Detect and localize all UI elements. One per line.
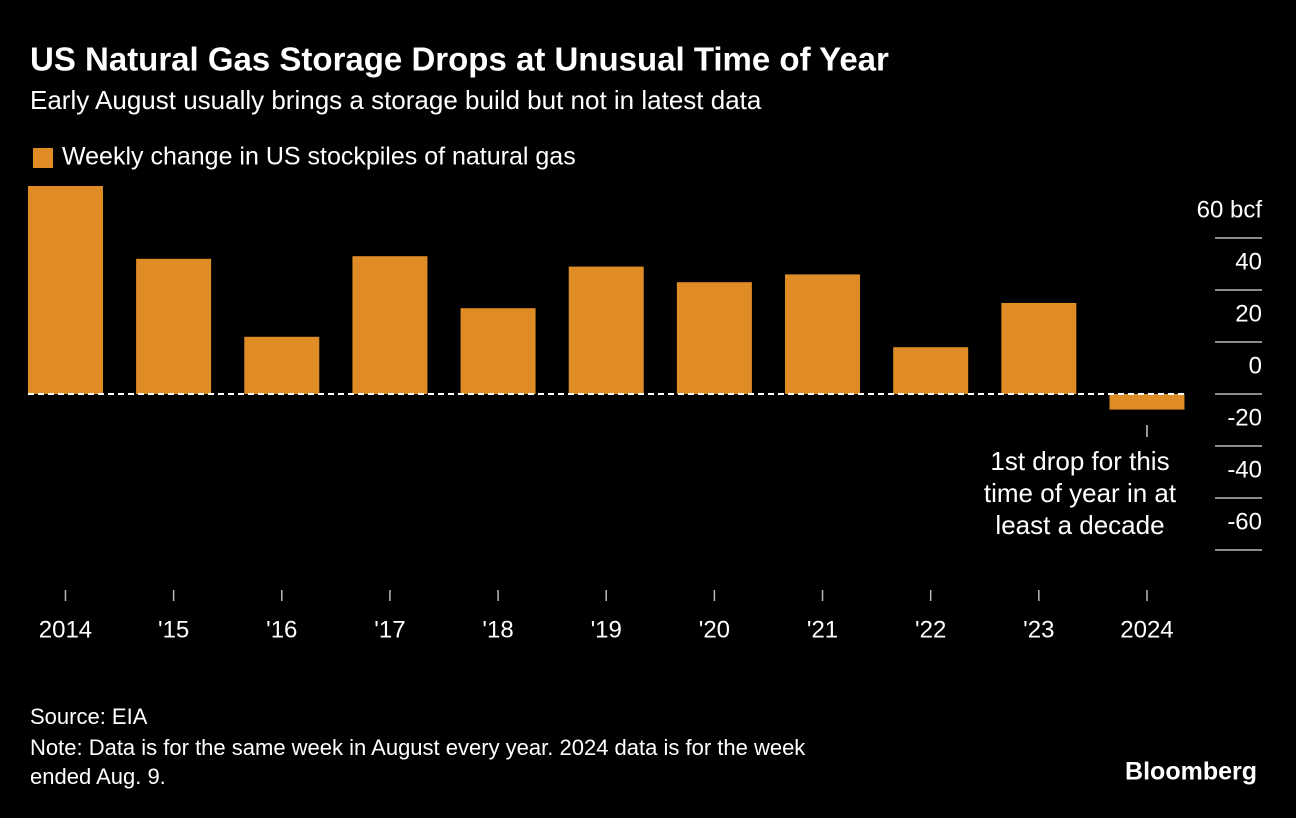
x-tick-label: '20 — [699, 616, 730, 643]
chart-subtitle: Early August usually brings a storage bu… — [30, 85, 762, 115]
y-tick-label: 60 bcf — [1197, 196, 1263, 223]
x-tick-label: '15 — [158, 616, 189, 643]
x-tick-label: '18 — [482, 616, 513, 643]
annotation: time of year in at — [984, 478, 1177, 508]
annotation: least a decade — [995, 510, 1164, 540]
x-tick-label: '19 — [591, 616, 622, 643]
bar — [568, 266, 644, 394]
bar — [27, 186, 103, 394]
legend-swatch — [33, 148, 53, 168]
legend-label: Weekly change in US stockpiles of natura… — [62, 143, 576, 171]
annotation: 1st drop for this — [990, 446, 1169, 476]
chart-title: US Natural Gas Storage Drops at Unusual … — [30, 41, 889, 78]
bar — [352, 256, 428, 394]
y-tick-label: 0 — [1249, 352, 1262, 379]
bar — [893, 347, 969, 394]
x-tick-label: '22 — [915, 616, 946, 643]
x-tick-label: '16 — [266, 616, 297, 643]
note: ended Aug. 9. — [30, 764, 166, 789]
source: Source: EIA — [30, 704, 148, 729]
y-tick-label: 40 — [1235, 248, 1262, 275]
note: Note: Data is for the same week in Augus… — [30, 735, 806, 760]
x-tick-label: '17 — [374, 616, 405, 643]
bar — [785, 274, 861, 394]
y-tick-label: 20 — [1235, 300, 1262, 327]
bar — [136, 258, 212, 394]
bar — [676, 282, 752, 394]
bar — [1001, 303, 1077, 394]
y-tick-label: -60 — [1227, 508, 1262, 535]
bar — [244, 336, 320, 394]
x-tick-label: '23 — [1023, 616, 1054, 643]
x-tick-label: 2024 — [1120, 616, 1173, 643]
bar — [460, 308, 536, 394]
x-tick-label: '21 — [807, 616, 838, 643]
y-tick-label: -20 — [1227, 404, 1262, 431]
brand: Bloomberg — [1125, 758, 1257, 786]
x-tick-label: 2014 — [39, 616, 92, 643]
y-tick-label: -40 — [1227, 456, 1262, 483]
bar — [1109, 394, 1185, 410]
